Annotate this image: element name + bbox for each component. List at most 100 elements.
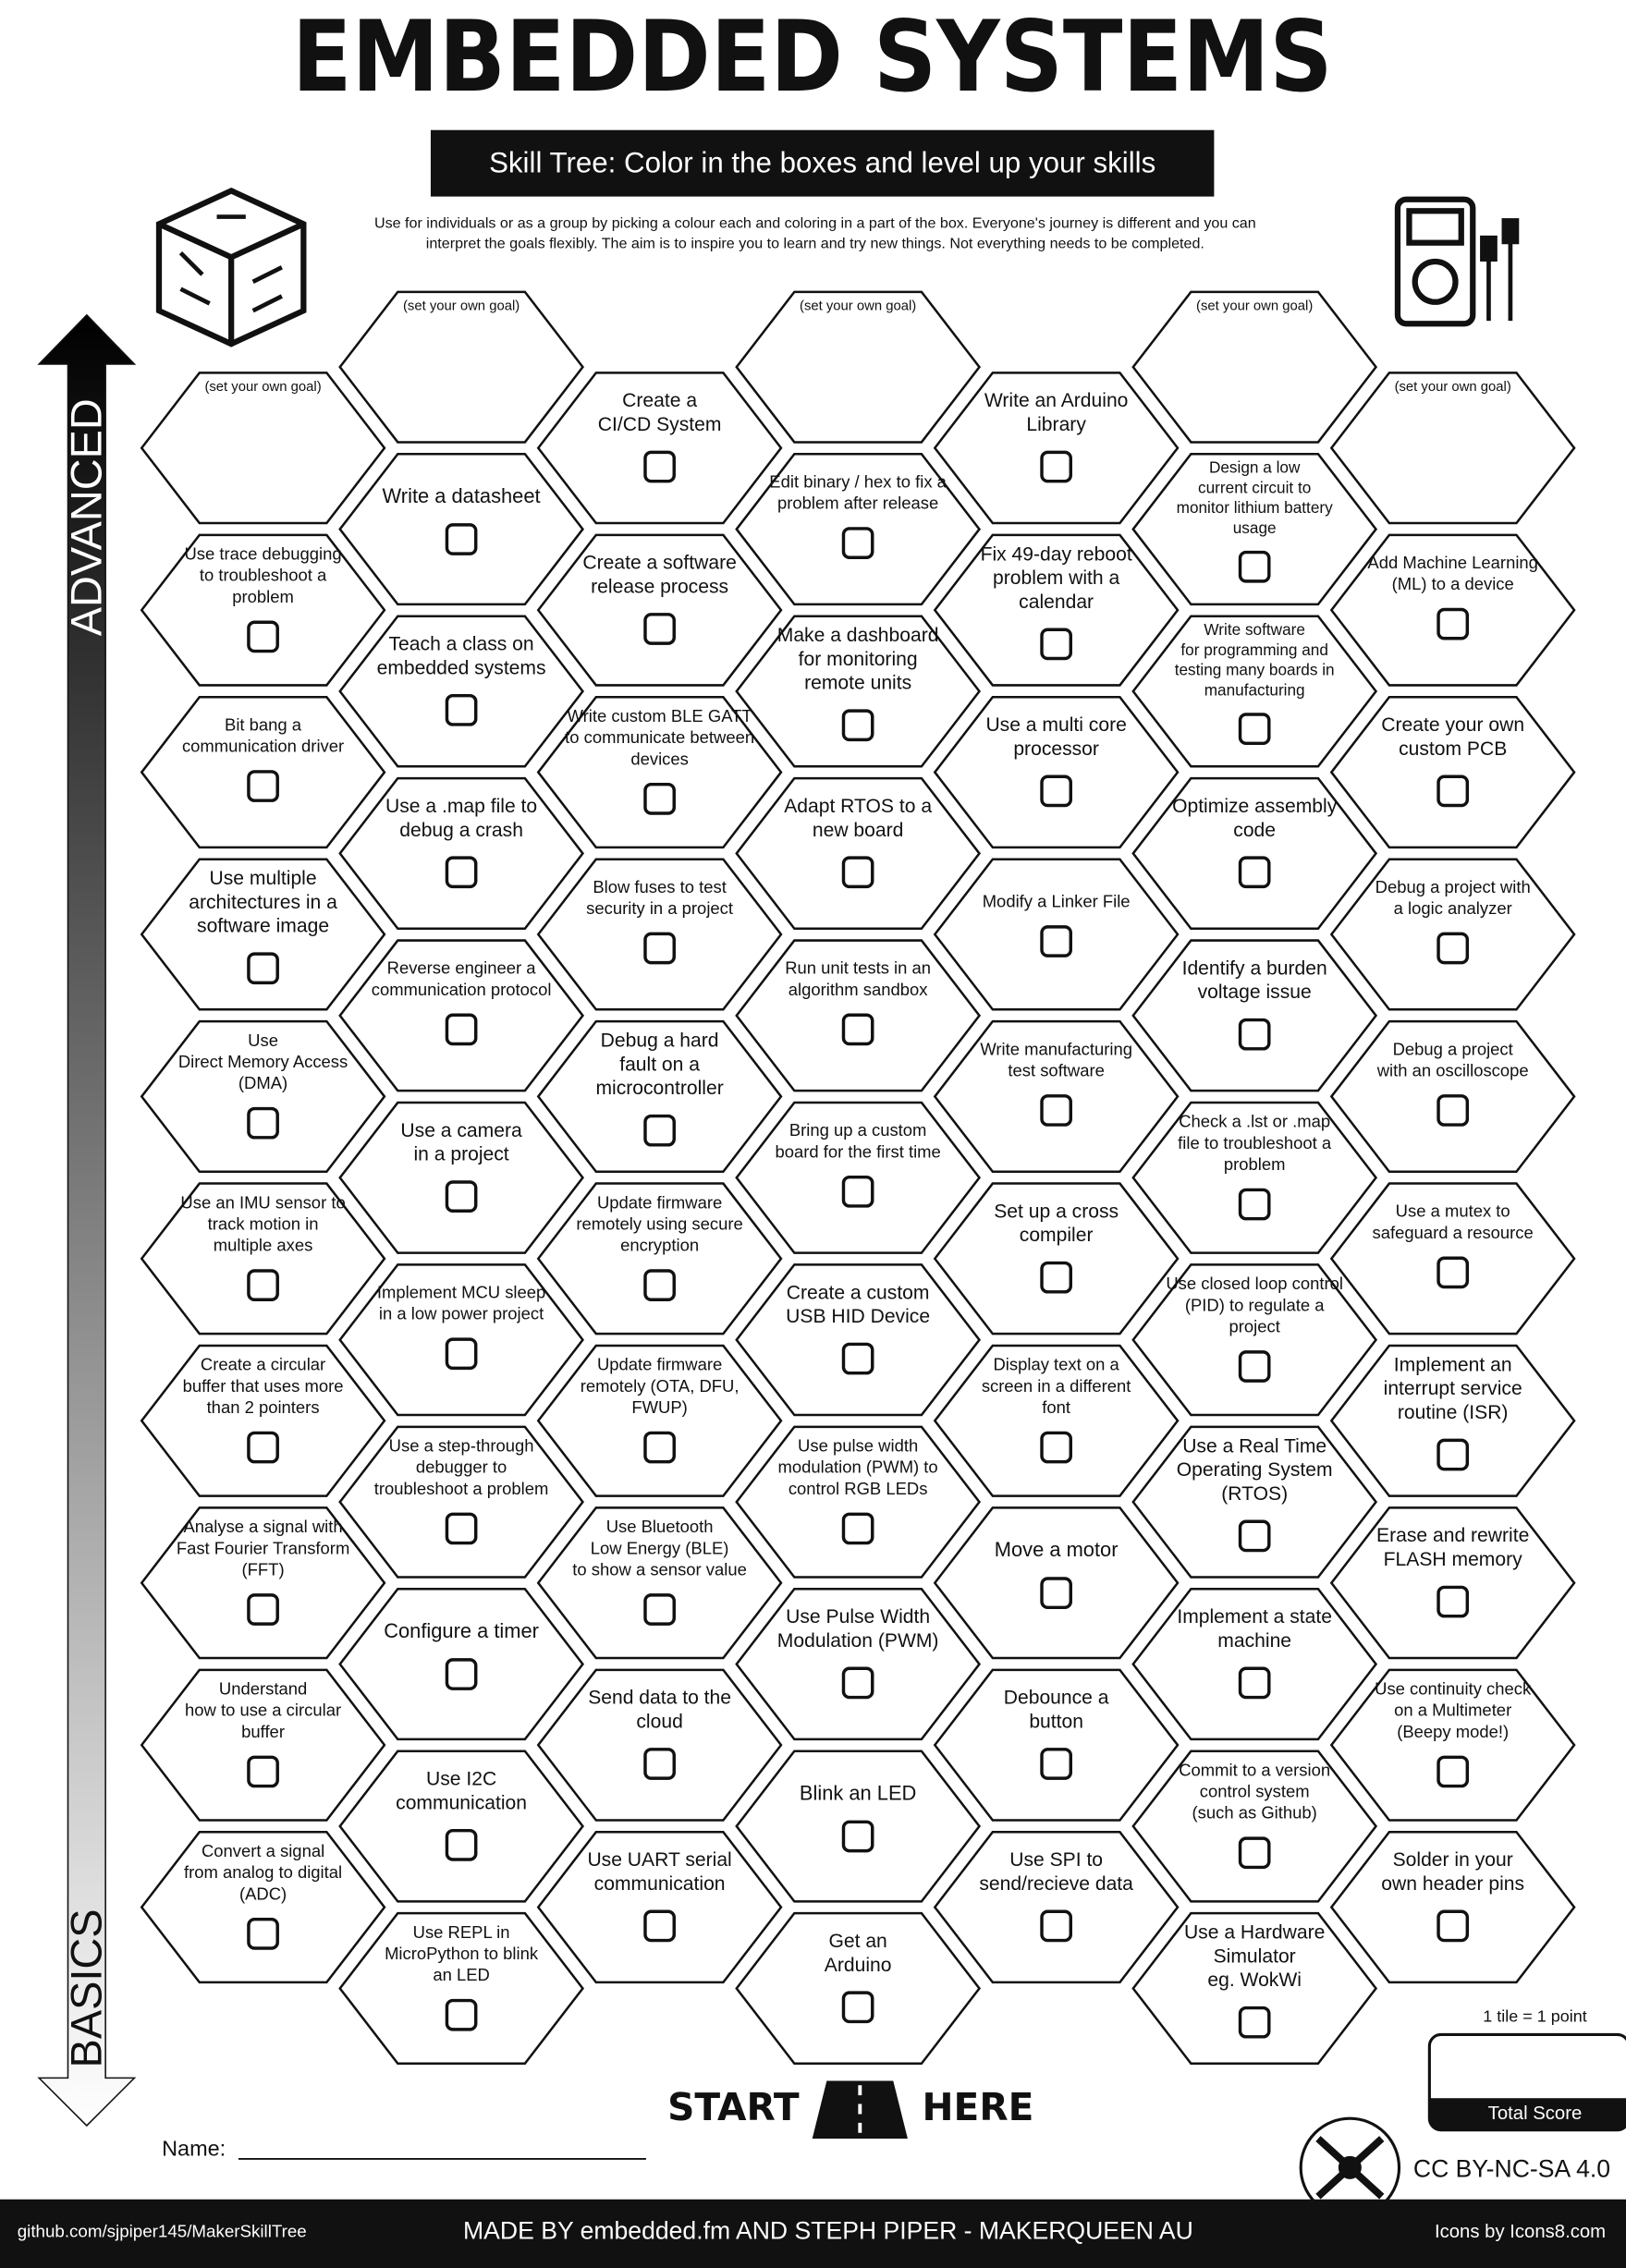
tile-icon	[1238, 2006, 1271, 2039]
tile-label: release process	[591, 576, 728, 597]
tile-grid: (set your own goal) Use trace debugging to…	[140, 290, 1576, 2066]
tile-label: Use I2C	[426, 1769, 496, 1790]
tile-label: custom PCB	[1399, 738, 1507, 760]
skill-tile: Check a .lst or .map file to troubleshoot…	[1131, 1101, 1378, 1254]
tile-label: Use multiple	[210, 868, 317, 889]
tile-icon	[1437, 1585, 1470, 1618]
tile-label: with an oscilloscope	[1376, 1060, 1529, 1079]
tile-label: interrupt service	[1384, 1378, 1522, 1399]
tile-label: Implement MCU sleep	[377, 1283, 545, 1302]
tile-icon	[445, 856, 478, 889]
tile-label: Make a dashboard	[777, 625, 939, 646]
tile-label: an LED	[433, 1965, 490, 1984]
skill-tile: Blow fuses to test security in a project	[536, 858, 783, 1011]
tile-label: eg. WokWi	[1207, 1969, 1302, 1991]
tile-label: send/recieve data	[979, 1873, 1133, 1895]
tile-icon	[445, 1337, 478, 1371]
tile-hexagon	[338, 1588, 585, 1741]
tile-label: Teach a class on	[389, 634, 534, 655]
advanced-label: ADVANCED	[62, 398, 110, 636]
tile-label: Use Bluetooth	[606, 1517, 714, 1536]
tile-icon	[445, 523, 478, 555]
tile-label: software image	[197, 916, 329, 937]
tile-icon	[1238, 1836, 1271, 1870]
tile-icon	[643, 932, 676, 965]
tile-hexagon	[735, 290, 982, 444]
tile-label: Arduino	[825, 1955, 892, 1976]
skill-tile: Implement an interrupt service routine (IS…	[1329, 1344, 1576, 1497]
tile-label: algorithm sandbox	[789, 980, 928, 999]
skill-tile: Debug a project with a logic analyzer	[1329, 858, 1576, 1011]
tile-label: security in a project	[586, 898, 733, 918]
tile-hexagon	[140, 1831, 386, 1984]
tile-icon	[841, 527, 874, 559]
tile-hexagon	[1131, 1911, 1378, 2066]
tile-label: Use a Hardware	[1184, 1922, 1325, 1944]
tile-label: Create a software	[582, 553, 736, 574]
tile-label: Modify a Linker File	[983, 891, 1131, 910]
tile-label: (ML) to a device	[1392, 574, 1514, 593]
tile-label: CI/CD System	[598, 414, 722, 435]
tile-icon	[445, 1180, 478, 1213]
skill-tile: Write a datasheet	[338, 453, 585, 606]
tile-hexagon	[735, 1588, 982, 1741]
tile-icon	[1040, 628, 1073, 661]
tile-label: Fast Fourier Transform	[177, 1538, 350, 1557]
skill-tile: Write an Arduino Library	[933, 372, 1180, 525]
tile-hexagon	[1131, 453, 1378, 606]
tile-label: problem with a	[993, 567, 1119, 589]
tile-hexagon	[933, 696, 1180, 849]
skill-tile: Modify a Linker File	[933, 858, 1180, 1011]
tile-hexagon	[735, 1750, 982, 1903]
tile-hexagon	[1329, 1344, 1576, 1497]
tile-label: Implement an	[1394, 1354, 1512, 1375]
tile-label: architectures in a	[189, 892, 337, 913]
tile-label: Debug a project with	[1375, 877, 1531, 896]
tile-label: Debounce a	[1004, 1688, 1109, 1709]
tile-label: Add Machine Learning	[1367, 553, 1538, 572]
tile-hexagon	[536, 372, 783, 525]
tile-icon	[841, 1512, 874, 1545]
skill-tile: Make a dashboard for monitoring remote uni…	[735, 615, 982, 768]
tile-hexagon	[140, 1019, 386, 1173]
tile-label: Use pulse width	[798, 1436, 918, 1456]
tile-hexagon	[933, 1831, 1180, 1984]
tile-label: from analog to digital	[184, 1862, 342, 1882]
tile-icon	[1437, 1755, 1470, 1788]
skill-tile: Create a CI/CD System	[536, 372, 783, 525]
skill-tile: Analyse a signal with Fast Fourier Transf…	[140, 1506, 386, 1660]
tile-hexagon	[1329, 1668, 1576, 1822]
tile-hexagon	[338, 1911, 585, 2066]
tile-label: control system	[1200, 1782, 1310, 1801]
skill-tile: Write manufacturing test software	[933, 1019, 1180, 1173]
tile-label: Commit to a version	[1179, 1760, 1330, 1779]
skill-tile: Use a .map file to debug a crash	[338, 776, 585, 930]
tile-label: Use REPL in	[413, 1922, 510, 1942]
tile-icon	[643, 1909, 676, 1943]
tile-label: screen in a different	[982, 1376, 1131, 1396]
tile-label: Send data to the	[588, 1688, 731, 1709]
tile-label: Use Pulse Width	[786, 1606, 930, 1628]
tile-hexagon	[735, 1425, 982, 1579]
tile-label: Blink an LED	[800, 1781, 916, 1804]
footer-bar	[0, 2199, 1626, 2268]
tile-hexagon	[338, 1101, 585, 1254]
skill-tile: Identify a burden voltage issue	[1131, 939, 1378, 1092]
tile-label: font	[1042, 1397, 1070, 1417]
tile-hexagon	[536, 1344, 783, 1497]
tile-label: Use a Real Time	[1182, 1435, 1326, 1457]
tile-icon	[1437, 607, 1470, 640]
tile-icon	[247, 1755, 279, 1788]
tile-label: microcontroller	[595, 1078, 723, 1099]
tile-label: USB HID Device	[786, 1306, 930, 1327]
tile-label: (FFT)	[242, 1559, 285, 1579]
tile-icon	[643, 450, 676, 483]
skill-tile: Use trace debugging to troubleshoot a prob…	[140, 533, 386, 687]
